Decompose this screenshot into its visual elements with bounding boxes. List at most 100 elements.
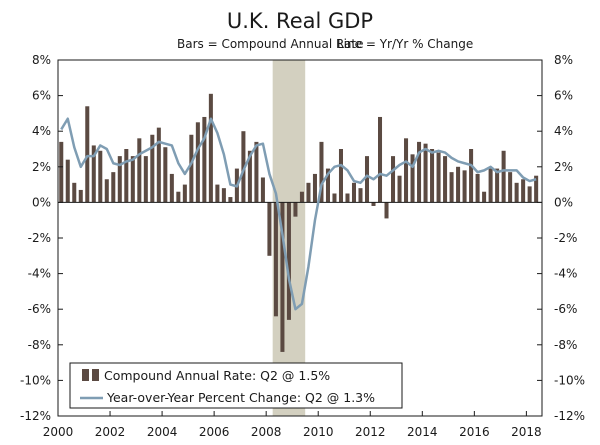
bar: [195, 122, 200, 203]
bar: [456, 166, 461, 203]
bar: [417, 141, 422, 203]
legend: Compound Annual Rate: Q2 @ 1.5% Year-ove…: [69, 362, 403, 409]
bar: [267, 202, 272, 256]
bar: [163, 147, 168, 203]
y-axis-right: 8% 6% 4% 2% 0% -2% -4% -6% -8% -10% -12%: [537, 53, 585, 423]
y-tick-label-left: -6%: [28, 302, 51, 316]
bar: [65, 159, 70, 203]
legend-bar-label: Compound Annual Rate: Q2 @ 1.5%: [104, 368, 330, 383]
bar: [527, 186, 532, 203]
x-tick-label: 2010: [303, 425, 334, 439]
bar: [319, 141, 324, 203]
x-tick-label: 2006: [199, 425, 230, 439]
y-tick-label-left: -2%: [28, 231, 51, 245]
legend-bar-swatch: [82, 369, 89, 381]
y-tick-label-right: 0%: [554, 195, 573, 209]
bar: [72, 182, 77, 203]
bar: [338, 149, 343, 203]
bar: [332, 193, 337, 203]
bar: [280, 202, 285, 352]
bar: [462, 170, 467, 203]
y-tick-label-left: 6%: [32, 89, 51, 103]
y-tick-label-right: 6%: [554, 89, 573, 103]
yoy-line-series: [60, 117, 537, 311]
bar: [286, 202, 291, 320]
bar: [202, 116, 207, 203]
bar: [189, 134, 194, 203]
y-tick-label-left: 4%: [32, 124, 51, 138]
y-tick-label-right: -8%: [554, 338, 577, 352]
bar: [156, 127, 161, 203]
bar: [351, 182, 357, 203]
chart-subtitle-bars: Bars = Compound Annual Rate: [177, 37, 364, 51]
y-tick-label-left: -12%: [20, 409, 51, 423]
x-tick-label: 2000: [43, 425, 74, 439]
x-tick-label: 2012: [355, 425, 386, 439]
bar: [521, 179, 526, 203]
bar: [91, 145, 96, 203]
bar: [293, 202, 298, 217]
bar: [137, 138, 142, 203]
bar: [241, 131, 246, 203]
legend-box: [69, 362, 403, 409]
y-tick-label-right: 2%: [554, 160, 573, 174]
bar: [495, 168, 500, 203]
x-tick-label: 2004: [147, 425, 178, 439]
bar: [104, 179, 109, 203]
bar: [384, 202, 389, 219]
y-tick-label-right: -10%: [554, 373, 585, 387]
bar: [378, 116, 383, 203]
bar: [111, 172, 116, 203]
bar: [345, 193, 350, 203]
bar: [312, 173, 317, 203]
bar: [482, 191, 487, 203]
bar: [514, 182, 519, 203]
bar: [358, 188, 363, 203]
bar: [169, 173, 174, 203]
bar: [364, 156, 370, 203]
bar: [404, 138, 409, 203]
legend-bar-swatch-2: [92, 369, 99, 381]
bar: [143, 156, 148, 203]
bar: [475, 173, 480, 203]
x-tick-label: 2002: [95, 425, 126, 439]
bar: [117, 156, 122, 203]
bar: [59, 141, 64, 203]
bar: [436, 152, 441, 203]
x-tick-label: 2016: [459, 425, 490, 439]
y-tick-label-left: 0%: [32, 195, 51, 209]
bar: [391, 156, 396, 203]
bar: [397, 175, 402, 203]
y-tick-label-left: -8%: [28, 338, 51, 352]
x-axis: 2000 2002 2004 2006 2008 2010 2012 2014 2016 2018: [43, 411, 542, 439]
bar: [508, 172, 513, 203]
chart-subtitle-line: Line = Yr/Yr % Change: [337, 37, 473, 51]
y-tick-label-left: -4%: [28, 267, 51, 281]
chart-title: U.K. Real GDP: [227, 9, 373, 33]
bar: [325, 168, 330, 203]
bar: [228, 197, 233, 203]
y-tick-label-left: 2%: [32, 160, 51, 174]
y-tick-label-right: 4%: [554, 124, 573, 138]
bar: [299, 191, 304, 203]
bar: [98, 150, 103, 203]
bar: [124, 149, 129, 203]
bar: [501, 150, 506, 203]
bar: [130, 156, 135, 203]
bar: [371, 202, 376, 206]
bar: [410, 154, 415, 203]
bar-series: [59, 93, 539, 352]
legend-line-label: Year-over-Year Percent Change: Q2 @ 1.3%: [106, 390, 375, 405]
bar: [443, 156, 448, 203]
bar: [254, 141, 259, 203]
bar: [208, 93, 213, 203]
bar: [247, 150, 252, 203]
bar: [273, 202, 278, 317]
bar: [150, 134, 155, 203]
bar: [449, 172, 454, 203]
bar: [78, 189, 83, 203]
bar: [85, 106, 90, 203]
bar: [534, 175, 539, 203]
y-axis-left: 8% 6% 4% 2% 0% -2% -4% -6% -8% -10% -12%: [20, 53, 63, 423]
